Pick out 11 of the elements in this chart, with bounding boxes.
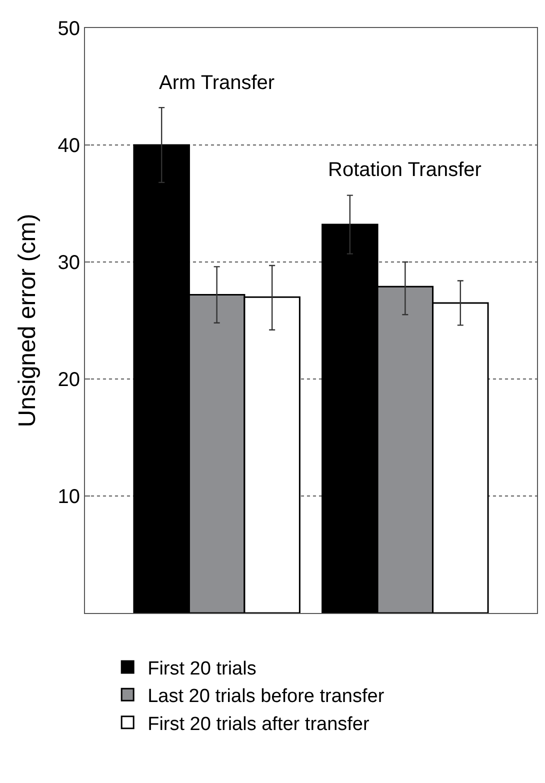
legend-label: First 20 trials: [148, 658, 256, 680]
legend-label: Last 20 trials before transfer: [148, 686, 385, 708]
y-tick-label: 20: [58, 369, 80, 391]
y-tick-label: 10: [58, 486, 80, 508]
annotation: Arm Transfer: [159, 72, 275, 94]
y-tick-label: 30: [58, 252, 80, 274]
y-tick-label: 50: [58, 18, 80, 40]
annotation: Rotation Transfer: [328, 159, 482, 181]
y-tick-label: 40: [58, 135, 80, 157]
y-axis-title: Unsigned error (cm): [14, 214, 41, 428]
legend-label: First 20 trials after transfer: [148, 714, 370, 735]
